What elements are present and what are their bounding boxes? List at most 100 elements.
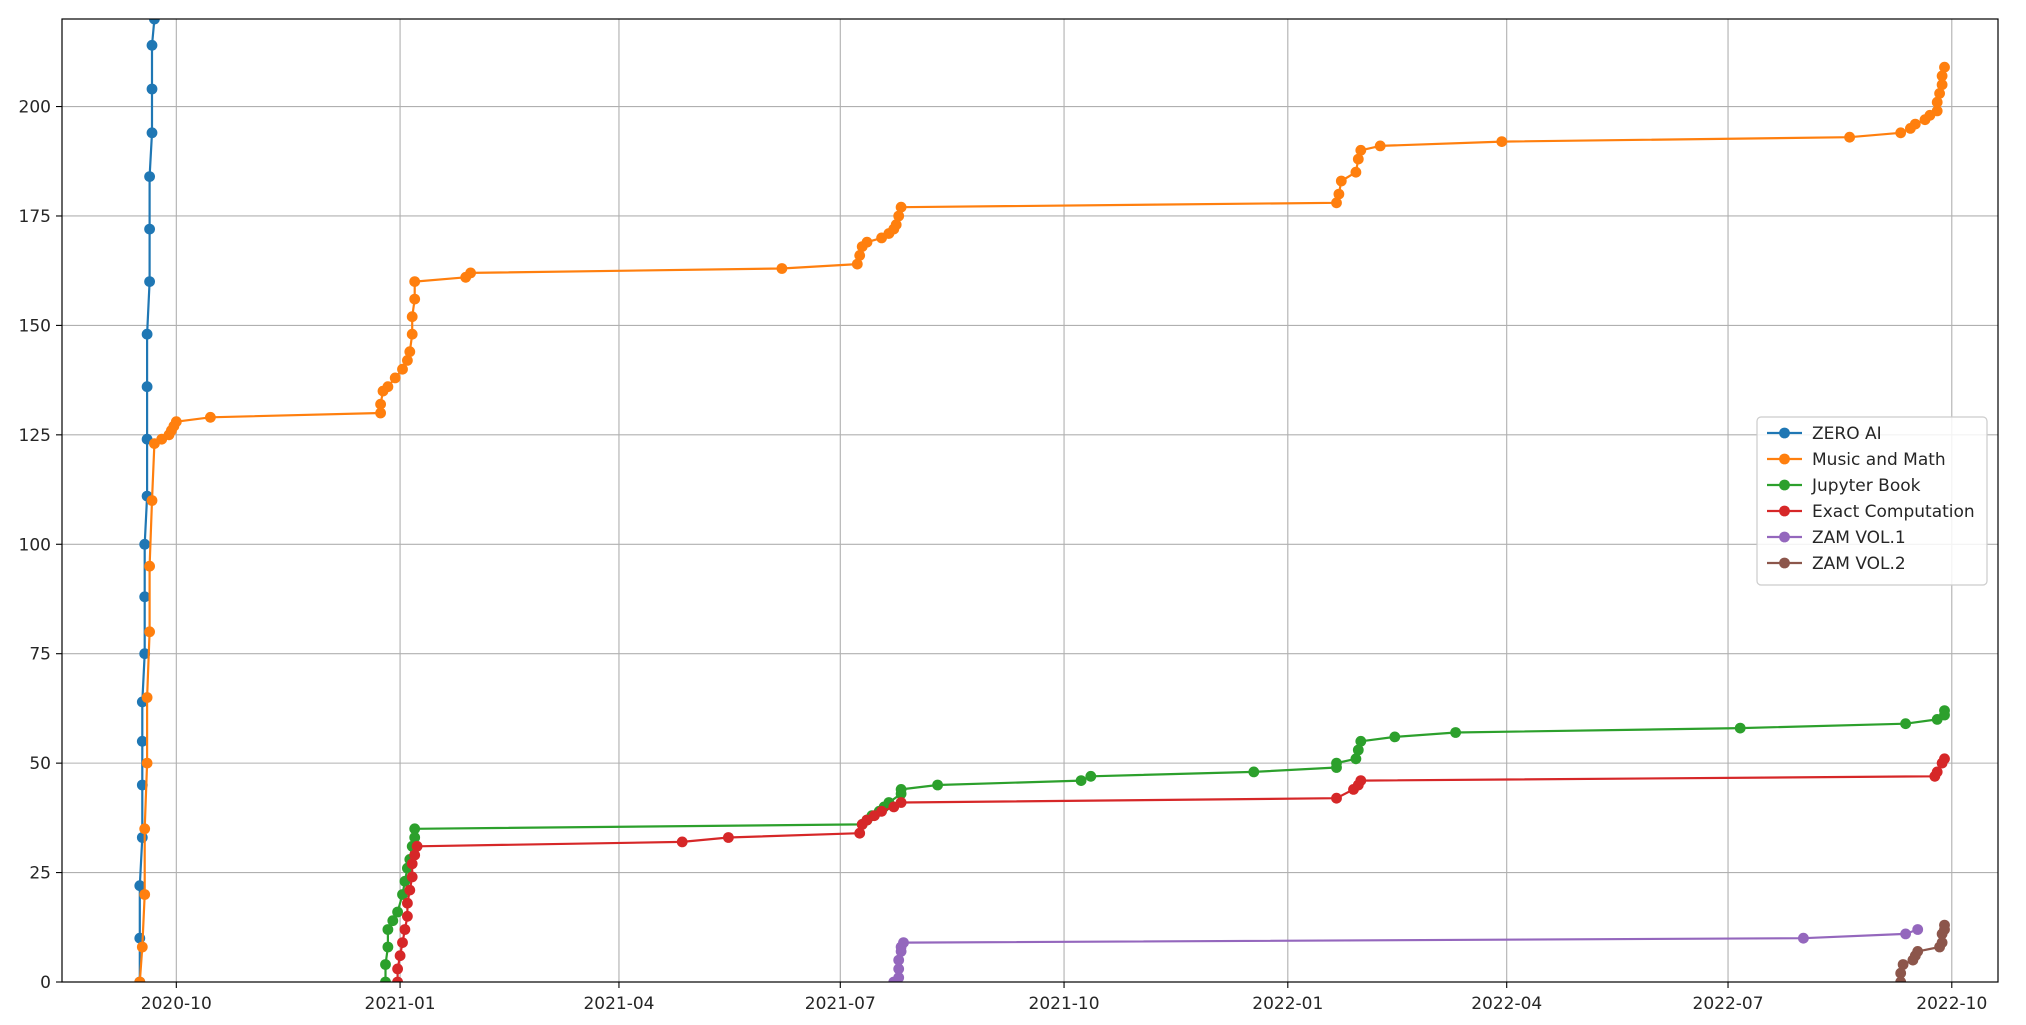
data-point: [893, 210, 905, 222]
data-point: [898, 937, 909, 948]
data-point: [1939, 919, 1950, 931]
data-point: [392, 906, 403, 918]
x-tick-label: 2021-10: [1029, 994, 1100, 1014]
data-point: [144, 560, 156, 572]
data-point: [134, 976, 146, 982]
data-point: [397, 937, 408, 948]
data-point: [399, 924, 411, 935]
data-point: [387, 915, 399, 927]
data-point: [139, 591, 151, 603]
y-axis: 0 25 50 75 100 125 150 175 200: [19, 98, 62, 993]
data-point: [1331, 757, 1342, 769]
series-zam-vol-1: [888, 924, 1924, 982]
data-point: [1450, 727, 1461, 738]
data-point: [861, 236, 873, 248]
data-point: [380, 959, 391, 970]
data-point: [380, 976, 391, 982]
series-line: [396, 758, 1946, 982]
data-point: [382, 941, 394, 953]
series-line: [893, 928, 1919, 982]
data-point: [1931, 96, 1943, 108]
legend-entry: Music and Math: [1767, 450, 1946, 470]
data-point: [1912, 924, 1924, 935]
x-tick-label: 2022-04: [1471, 994, 1542, 1014]
x-tick-label: 2021-04: [583, 994, 654, 1014]
legend-marker: [1779, 453, 1790, 465]
x-tick-label: 2022-10: [1916, 994, 1987, 1014]
y-tick-label: 50: [29, 754, 51, 774]
data-point: [1939, 705, 1950, 716]
data-point: [146, 83, 158, 95]
data-point: [406, 328, 418, 340]
data-point: [149, 19, 160, 25]
data-point: [136, 941, 148, 953]
data-point: [136, 779, 148, 791]
data-point: [1798, 932, 1809, 944]
y-tick-label: 125: [19, 426, 51, 446]
data-point: [144, 276, 156, 287]
data-point: [139, 823, 151, 835]
data-point: [851, 258, 863, 270]
data-point: [1335, 175, 1347, 187]
legend-marker: [1779, 531, 1790, 543]
data-point: [411, 840, 423, 852]
y-tick-label: 0: [40, 973, 51, 993]
data-point: [392, 963, 403, 975]
data-point: [895, 797, 907, 808]
legend-marker: [1779, 427, 1790, 439]
data-point: [409, 293, 421, 305]
grid: [62, 19, 1998, 983]
data-point: [404, 884, 416, 896]
data-point: [170, 416, 182, 428]
data-point: [382, 381, 394, 393]
data-point: [409, 849, 421, 861]
data-point: [890, 219, 902, 231]
data-point: [1248, 766, 1260, 778]
data-point: [141, 692, 153, 703]
data-point: [382, 924, 394, 935]
legend-label: ZAM VOL.1: [1812, 528, 1906, 548]
data-point: [1909, 118, 1921, 130]
data-point: [144, 626, 156, 638]
data-point: [375, 398, 386, 410]
data-point: [1895, 967, 1907, 979]
data-point: [375, 407, 386, 419]
data-point: [1355, 144, 1367, 156]
data-point: [397, 363, 408, 375]
x-axis: 2020-10 2021-01 2021-04 2021-07 2021-10 2022-…: [141, 982, 1987, 1014]
x-tick-label: 2022-07: [1693, 994, 1764, 1014]
data-point: [139, 538, 151, 550]
legend: ZERO AI Music and Math Jupyter Book Exact C…: [1756, 416, 1988, 586]
series-exact-computation: [392, 753, 1950, 982]
data-point: [146, 495, 158, 506]
data-point: [389, 372, 401, 384]
y-tick-label: 150: [19, 316, 51, 336]
data-point: [1939, 61, 1950, 73]
y-tick-label: 200: [19, 98, 51, 118]
data-point: [1075, 775, 1087, 786]
data-point: [205, 411, 216, 423]
y-tick-label: 25: [29, 864, 51, 884]
data-point: [1897, 959, 1909, 970]
data-point: [406, 858, 418, 870]
data-point: [392, 976, 403, 982]
data-point: [1936, 937, 1948, 948]
data-point: [1331, 197, 1342, 209]
data-point: [139, 889, 151, 900]
legend-label: Exact Computation: [1812, 502, 1975, 522]
data-point: [895, 201, 907, 213]
y-tick-label: 75: [29, 645, 51, 665]
data-point: [465, 267, 476, 279]
data-point: [1350, 166, 1362, 178]
x-tick-label: 2020-10: [141, 994, 212, 1014]
data-point: [146, 39, 158, 51]
legend-marker: [1779, 479, 1790, 491]
data-point: [1374, 140, 1386, 152]
legend-entry: ZAM VOL.2: [1767, 554, 1906, 574]
legend-label: ZERO AI: [1812, 424, 1882, 444]
data-point: [1496, 136, 1508, 148]
data-point: [406, 871, 418, 883]
data-point: [406, 311, 418, 323]
data-point: [394, 950, 406, 962]
data-point: [1844, 131, 1855, 143]
